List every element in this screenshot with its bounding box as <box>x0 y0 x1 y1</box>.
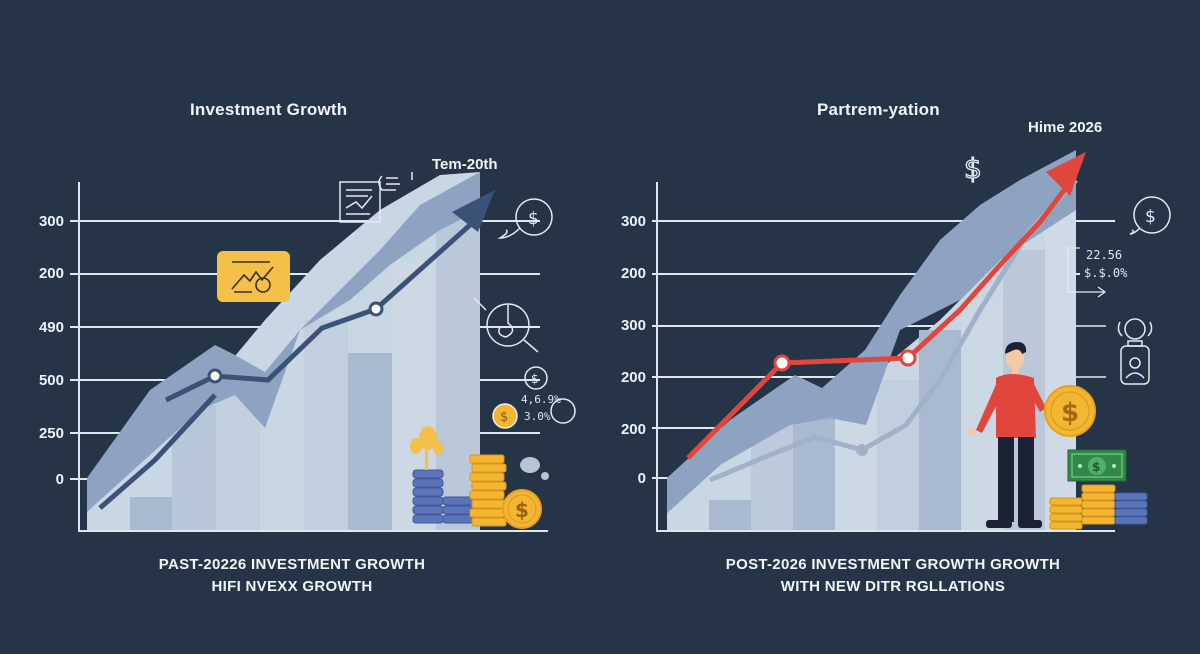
y-tick: 300 <box>38 213 64 230</box>
banknote-icon: $ <box>1067 449 1127 482</box>
right-chart-annotation: Hime 2026 <box>1028 119 1103 136</box>
person-jar-icon <box>1076 318 1153 385</box>
businessman-figure <box>968 342 1046 528</box>
left-chart-plot: $ $ $ <box>70 172 576 532</box>
svg-text:$: $ <box>500 410 508 425</box>
coin-stack-icon <box>1114 492 1148 525</box>
speech-bubble-icon <box>520 457 549 480</box>
right-chart-caption-line2: WITH NEW DITR RGLLATIONS <box>780 578 1006 595</box>
svg-text:$: $ <box>1145 207 1156 227</box>
line-chart-badge-icon <box>217 251 290 302</box>
gold-coin-icon: $ <box>1044 385 1096 437</box>
y-tick: 300 <box>620 213 646 230</box>
y-tick: 500 <box>38 372 64 389</box>
sprout-icon <box>410 426 443 470</box>
left-chart-panel: Investment Growth Tem-20th 300 200 490 5… <box>38 100 576 595</box>
gold-coin-stack <box>469 454 507 527</box>
svg-text:$: $ <box>1061 398 1079 428</box>
left-chart-caption-line1: PAST-20226 INVESTMENT GROWTH <box>158 556 426 573</box>
report-icon <box>339 172 413 223</box>
left-chart-annotation: Tem-20th <box>432 156 498 173</box>
y-tick: 200 <box>620 421 646 438</box>
y-tick: 0 <box>637 470 646 487</box>
y-tick: 490 <box>38 319 64 336</box>
left-chart-title: Investment Growth <box>190 100 348 119</box>
dollar-circle-icon: $ <box>524 366 576 424</box>
rate-note: $.$.0% <box>1084 266 1128 280</box>
gold-coin-stack <box>1049 484 1116 530</box>
right-chart-panel: Partrem-yation Hime 2026 300 200 300 200… <box>600 0 1200 654</box>
svg-text:$: $ <box>515 498 529 522</box>
left-chart-caption-line2: HIFI NVEXX GROWTH <box>211 578 373 595</box>
right-chart-caption-line1: POST-2026 INVESTMENT GROWTH GROWTH <box>725 556 1061 573</box>
target-dial-icon <box>473 297 539 353</box>
right-chart-plot: $ $ <box>652 150 1171 532</box>
svg-text:$: $ <box>1092 460 1100 474</box>
dollar-chat-icon: $ <box>497 198 553 239</box>
rate-note: 4,6.9% <box>521 393 561 406</box>
rate-note: 22.56 <box>1086 248 1123 262</box>
dollar-sign-icon: $ <box>964 152 982 185</box>
y-tick: 0 <box>55 471 64 488</box>
y-tick: 300 <box>620 317 646 334</box>
rate-note: 3.0% <box>524 410 551 423</box>
gold-coin-icon: $ <box>502 489 542 529</box>
right-chart-title: Partrem-yation <box>817 100 940 119</box>
y-tick: 200 <box>620 369 646 386</box>
dollar-chat-icon: $ <box>1076 196 1171 235</box>
y-tick: 200 <box>38 265 64 282</box>
svg-text:$: $ <box>528 209 539 229</box>
svg-text:$: $ <box>531 372 539 386</box>
y-tick: 250 <box>38 425 64 442</box>
coin-stack-icon <box>412 469 474 524</box>
y-tick: 200 <box>620 265 646 282</box>
gold-coin-icon: $ <box>492 403 518 429</box>
